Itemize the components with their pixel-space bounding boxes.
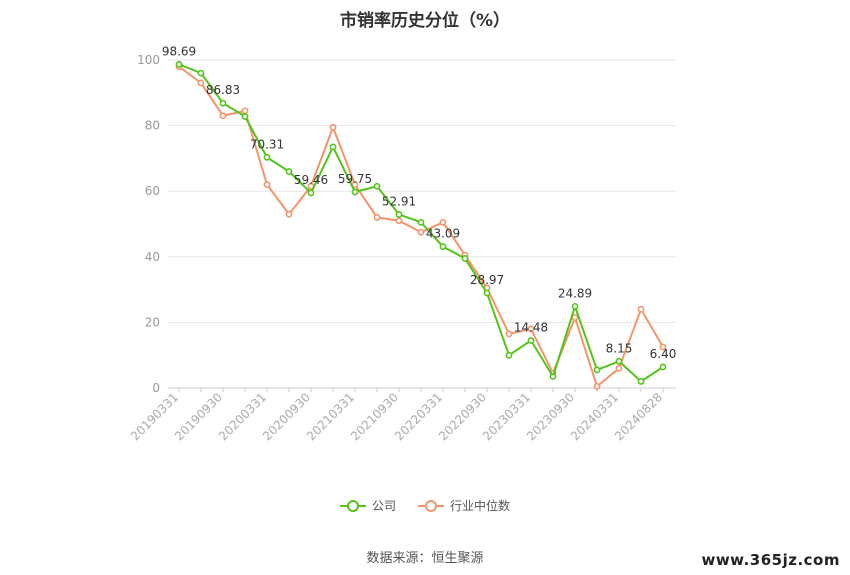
legend-item-industry-median[interactable]: 行业中位数 <box>418 497 510 514</box>
data-label: 8.15 <box>606 341 633 355</box>
data-point-0 <box>329 143 337 151</box>
data-label: 28.97 <box>470 273 504 287</box>
data-point-1 <box>439 218 447 226</box>
y-tick-label: 100 <box>137 53 160 67</box>
y-tick-label: 40 <box>145 250 160 264</box>
data-point-1 <box>373 214 381 221</box>
data-point-0 <box>505 351 513 359</box>
data-point-0 <box>549 373 557 380</box>
data-label: 86.83 <box>206 83 240 97</box>
data-point-1 <box>197 79 205 87</box>
series-line-1 <box>178 65 664 388</box>
data-label: 52.91 <box>382 194 416 208</box>
data-point-1 <box>571 314 579 321</box>
data-point-1 <box>659 343 667 351</box>
y-tick-label: 60 <box>145 184 160 198</box>
data-label: 43.09 <box>426 227 460 241</box>
data-label: 24.89 <box>558 286 592 300</box>
data-point-0 <box>263 153 271 161</box>
data-point-0 <box>175 60 183 68</box>
data-label: 59.46 <box>294 173 328 187</box>
data-point-1 <box>241 107 249 115</box>
line-chart: 0204060801002019033120190930202003312020… <box>128 44 677 443</box>
data-point-0 <box>241 113 249 120</box>
legend-label-industry-median: 行业中位数 <box>450 499 511 513</box>
data-point-1 <box>527 325 535 333</box>
y-tick-label: 80 <box>145 119 160 133</box>
data-point-1 <box>395 217 403 225</box>
data-point-0 <box>659 363 667 371</box>
legend-swatch-company <box>339 499 366 512</box>
data-point-0 <box>571 302 579 310</box>
legend-label-company: 公司 <box>371 499 396 513</box>
data-point-0 <box>197 69 205 77</box>
data-point-1 <box>263 181 271 189</box>
data-point-1 <box>593 382 601 390</box>
data-point-0 <box>593 366 601 374</box>
data-point-0 <box>527 337 535 344</box>
data-point-1 <box>615 364 623 372</box>
data-point-0 <box>285 168 293 175</box>
watermark: www.365jz.com <box>701 551 840 569</box>
data-point-0 <box>439 243 447 251</box>
data-point-1 <box>285 210 293 218</box>
data-point-0 <box>417 218 425 226</box>
data-label: 70.31 <box>250 137 284 151</box>
data-point-0 <box>615 357 623 365</box>
y-tick-label: 20 <box>145 315 160 329</box>
legend-item-company[interactable]: 公司 <box>339 497 396 514</box>
data-label: 98.69 <box>162 44 196 58</box>
data-point-1 <box>219 112 227 120</box>
data-point-0 <box>307 189 315 197</box>
x-tick-label: 20240828 <box>612 390 665 443</box>
y-tick-label: 0 <box>152 381 160 395</box>
legend-swatch-industry-median <box>418 499 444 512</box>
data-source-note: 数据来源：恒生聚源 <box>366 551 484 566</box>
data-point-1 <box>329 123 337 131</box>
data-point-0 <box>637 378 645 385</box>
chart-title: 市销率历史分位（%） <box>339 11 511 31</box>
data-label: 6.40 <box>650 347 677 361</box>
chart-legend: 公司 行业中位数 <box>0 497 850 514</box>
data-point-1 <box>505 330 513 338</box>
data-point-0 <box>461 255 469 262</box>
data-label: 14.48 <box>514 321 548 335</box>
data-point-1 <box>637 305 645 313</box>
data-point-0 <box>395 211 403 218</box>
data-point-0 <box>219 99 227 107</box>
data-point-1 <box>417 228 425 236</box>
data-point-0 <box>373 182 381 190</box>
data-point-0 <box>483 289 491 297</box>
data-point-0 <box>351 188 359 196</box>
data-label: 59.75 <box>338 172 372 186</box>
